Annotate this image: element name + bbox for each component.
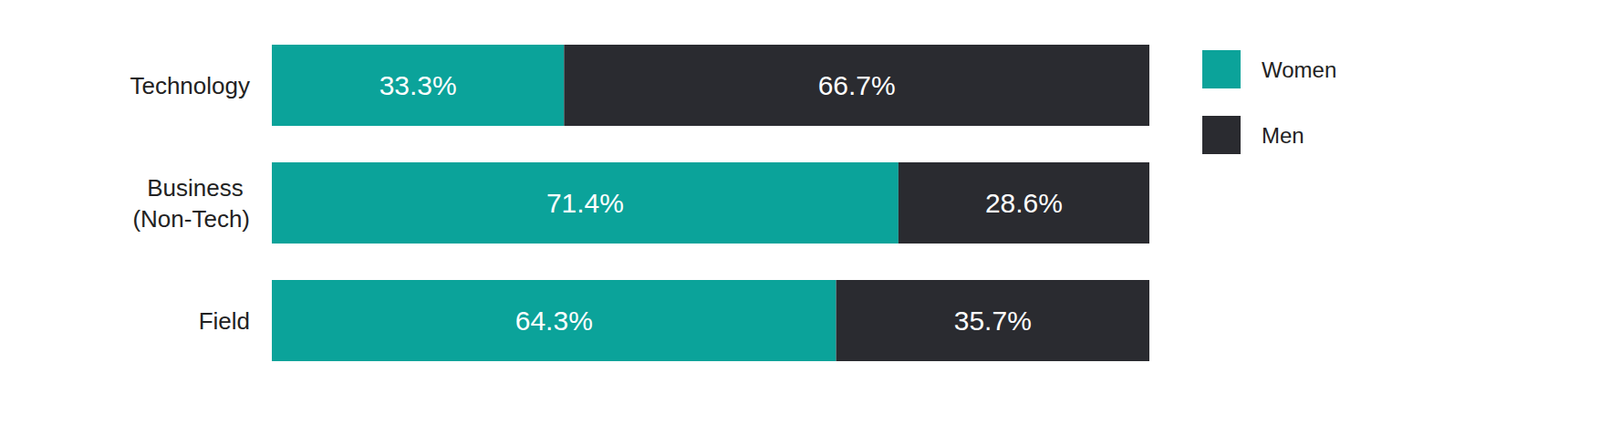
svg-text:66.7%: 66.7% <box>818 70 896 101</box>
svg-text:Women: Women <box>1261 57 1337 83</box>
svg-text:Business: Business <box>146 174 250 202</box>
svg-text:71.4%: 71.4% <box>546 187 624 219</box>
svg-text:Men: Men <box>1261 123 1305 148</box>
svg-text:64.3%: 64.3% <box>515 305 593 336</box>
svg-text:35.7%: 35.7% <box>954 305 1032 336</box>
svg-text:28.6%: 28.6% <box>985 187 1063 219</box>
svg-text:Field: Field <box>198 307 250 335</box>
svg-text:(Non-Tech): (Non-Tech) <box>132 205 250 233</box>
svg-text:33.3%: 33.3% <box>379 70 458 101</box>
svg-text:Technology: Technology <box>129 72 250 100</box>
